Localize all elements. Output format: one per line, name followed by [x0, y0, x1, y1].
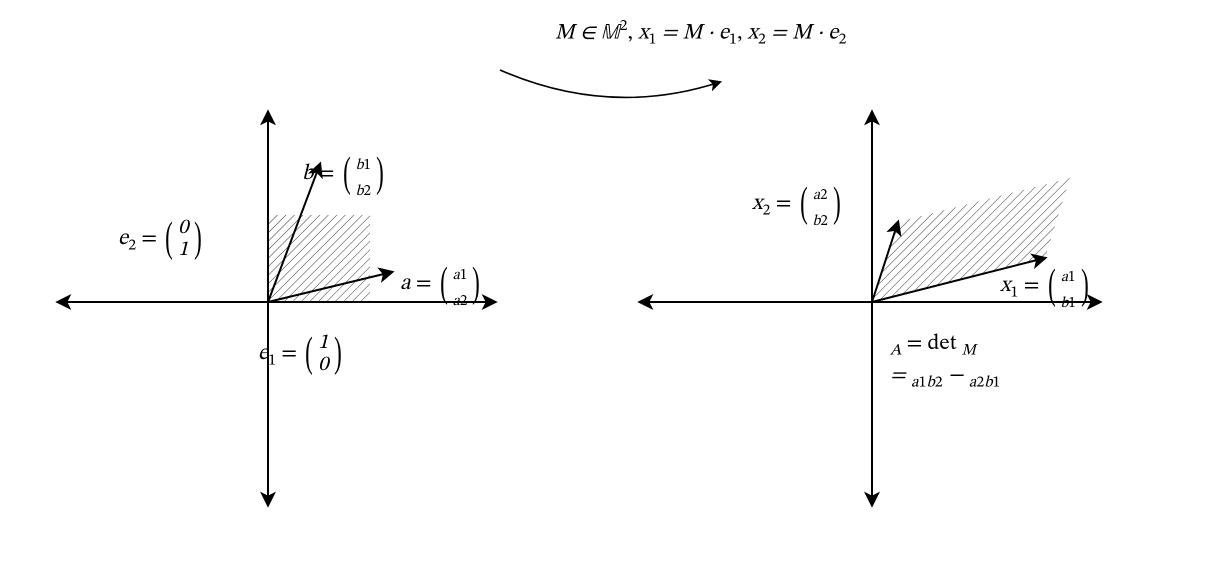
x2-label: x2 = (a2b2) — [752, 178, 844, 230]
e1-label: e1 = (10) — [258, 332, 344, 376]
mapping-arrow — [500, 70, 720, 97]
a-label: a = (a1a2) — [400, 258, 483, 310]
b-label: b = (b1b2) — [302, 148, 387, 200]
e2-label: e2 = (01) — [118, 217, 204, 261]
determinant-label: A = det M= a1b2 − a2b1 — [890, 332, 1000, 392]
x1-label: x1 = (a1b1) — [1000, 260, 1092, 312]
top-formula-label: M ∈ 𝕄2, x1 = M · e1, x2 = M · e2 — [555, 18, 846, 49]
